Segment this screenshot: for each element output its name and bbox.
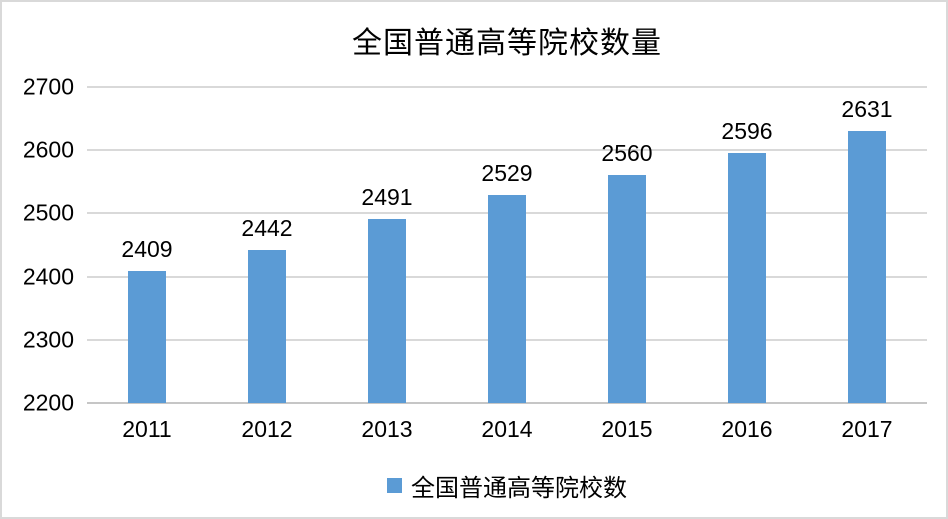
bar	[248, 250, 286, 403]
x-tick-label: 2016	[721, 416, 773, 442]
y-tick-label: 2600	[22, 136, 74, 163]
y-tick-label: 2300	[22, 326, 74, 353]
chart-title: 全国普通高等院校数量	[352, 27, 662, 60]
bar	[728, 152, 766, 403]
plot-area: 2409 2442 2491 2529 2560 2596 2631	[87, 86, 927, 404]
bar-value-label: 2409	[121, 235, 173, 262]
x-tick-label: 2015	[601, 416, 653, 442]
bar	[848, 130, 886, 403]
legend-marker-icon	[387, 478, 402, 493]
legend-label: 全国普通高等院校数	[411, 476, 627, 502]
legend: 全国普通高等院校数	[87, 468, 927, 503]
bar-value-label: 2491	[361, 184, 413, 211]
bar	[488, 195, 526, 403]
x-axis-line	[87, 402, 927, 404]
bar	[368, 219, 406, 403]
x-tick-label: 2017	[841, 416, 893, 442]
x-tick-label: 2014	[481, 416, 533, 442]
x-axis-labels: 2011 2012 2013 2014 2015 2016 2017	[87, 416, 927, 443]
bar-value-label: 2596	[721, 117, 773, 144]
y-tick-label: 2700	[22, 73, 74, 100]
y-tick-label: 2400	[22, 263, 74, 290]
bar	[608, 175, 646, 403]
gridline	[87, 86, 927, 88]
bar-value-label: 2442	[241, 215, 293, 242]
bar	[128, 270, 166, 403]
x-tick-label: 2011	[122, 416, 172, 442]
y-tick-label: 2500	[22, 199, 74, 226]
x-tick-label: 2013	[361, 416, 413, 442]
bar-value-label: 2529	[481, 160, 533, 187]
x-tick-label: 2012	[241, 416, 293, 442]
gridline	[87, 149, 927, 152]
bar-value-label: 2560	[601, 140, 653, 167]
y-tick-label: 2200	[22, 389, 74, 416]
bar-value-label: 2631	[841, 95, 893, 122]
y-axis-labels: 2200 2300 2400 2500 2600 2700	[2, 74, 74, 416]
